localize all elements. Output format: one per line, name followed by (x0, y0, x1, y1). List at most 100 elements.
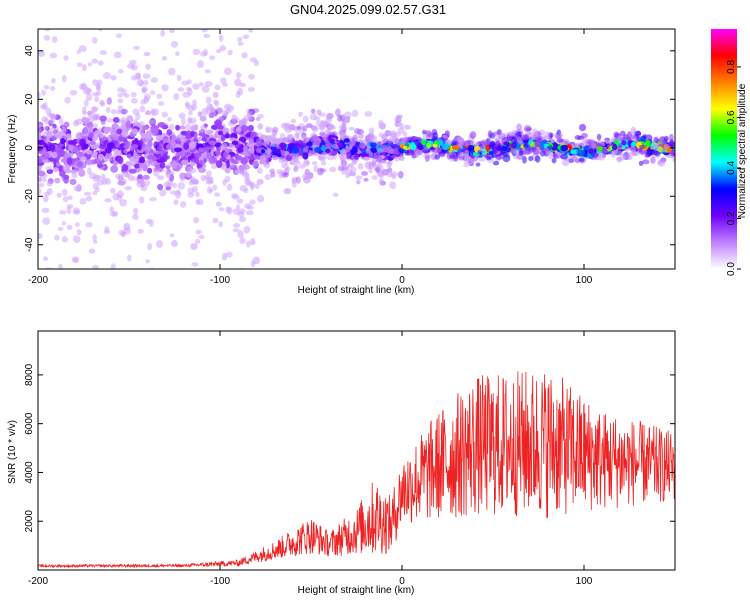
heatmap-cell (368, 161, 374, 170)
heatmap-cell (227, 207, 233, 215)
heatmap-cell (576, 135, 585, 140)
heatmap-cell (210, 124, 218, 130)
heatmap-cell (38, 49, 45, 58)
heatmap-cell (67, 195, 73, 201)
heatmap-cell (231, 140, 239, 146)
heatmap-cell (409, 142, 417, 151)
heatmap-cell (501, 137, 510, 145)
heatmap-cell (528, 155, 534, 162)
heatmap-cell (156, 240, 163, 249)
heatmap-cell (206, 170, 212, 177)
heatmap-cell (170, 140, 177, 148)
heatmap-cell (510, 148, 516, 154)
heatmap-cell (101, 177, 108, 185)
heatmap-cell (58, 149, 65, 157)
heatmap-cell (232, 223, 241, 228)
heatmap-cell (145, 63, 152, 70)
heatmap-cell (218, 221, 224, 228)
heatmap-cell (161, 111, 168, 118)
heatmap-cell (63, 55, 69, 61)
heatmap-cell (325, 142, 333, 149)
heatmap-cell (249, 57, 257, 63)
heatmap-cell (140, 184, 148, 192)
heatmap-cell (141, 87, 147, 94)
heatmap-cell (215, 150, 221, 156)
heatmap-cell (74, 222, 80, 227)
y-tick-label: 40 (24, 45, 35, 57)
heatmap-cell (386, 170, 393, 178)
heatmap-cell (133, 45, 140, 50)
heatmap-cell (243, 187, 249, 194)
heatmap-cell (156, 145, 163, 152)
heatmap-cell (426, 142, 432, 149)
heatmap-cell (237, 169, 243, 174)
heatmap-cell (491, 145, 497, 154)
colorbar-ticks: 0.0 0.2 0.4 0.6 0.8 (726, 60, 741, 276)
heatmap-cell (254, 183, 260, 190)
heatmap-cell (157, 183, 164, 191)
heatmap-cell (187, 88, 193, 96)
heatmap-cell (335, 108, 341, 117)
heatmap-cell (110, 263, 116, 269)
heatmap-cell (248, 29, 254, 33)
heatmap-cell (368, 137, 374, 142)
heatmap-cell (486, 137, 491, 142)
heatmap-cell (359, 141, 366, 149)
heatmap-cell (143, 79, 149, 86)
heatmap-cell (148, 158, 154, 164)
heatmap-cell (76, 62, 83, 67)
heatmap-cell (98, 29, 103, 32)
heatmap-cell (53, 126, 60, 135)
heatmap-cell (354, 127, 361, 135)
heatmap-cell (478, 145, 486, 152)
heatmap-cell (52, 167, 59, 172)
heatmap-cell (339, 148, 347, 157)
heatmap-cell (516, 123, 523, 131)
heatmap-cell (223, 151, 228, 158)
heatmap-cell (119, 198, 128, 207)
heatmap-cell (106, 118, 114, 123)
heatmap-cell (442, 134, 448, 139)
spectrogram-ylabel: Frequency (Hz) (7, 115, 18, 184)
heatmap-cell (58, 117, 64, 125)
heatmap-cell (502, 154, 511, 163)
heatmap-cell (38, 123, 43, 128)
heatmap-cell (131, 214, 139, 220)
heatmap-cell (57, 226, 64, 232)
heatmap-cell (642, 159, 650, 165)
heatmap-cell (61, 235, 68, 243)
heatmap-cell (407, 136, 413, 141)
heatmap-cell (361, 151, 368, 157)
heatmap-cell (467, 144, 475, 151)
heatmap-cell (121, 88, 127, 96)
snr-ylabel: SNR (10 * v/v) (7, 420, 18, 484)
heatmap-cell (167, 116, 172, 122)
figure-title: GN04.2025.099.02.57.G31 (290, 2, 446, 17)
heatmap-cell (316, 109, 322, 116)
heatmap-cell (672, 157, 675, 163)
heatmap-cell (144, 110, 152, 116)
heatmap-cell (79, 197, 87, 205)
heatmap-cell (202, 146, 210, 152)
heatmap-cell (169, 190, 177, 195)
heatmap-cell (71, 172, 78, 179)
heatmap-cell (156, 154, 163, 159)
heatmap-cell (206, 103, 213, 111)
heatmap-cell (310, 108, 316, 114)
heatmap-cell (159, 188, 167, 197)
heatmap-cell (289, 160, 295, 166)
heatmap-cell (165, 186, 172, 191)
heatmap-cell (128, 285, 133, 291)
heatmap-cell (168, 29, 175, 34)
heatmap-cell (143, 180, 151, 187)
heatmap-cell (192, 99, 197, 106)
heatmap-cell (188, 117, 197, 124)
x-tick-label: -200 (28, 275, 48, 286)
heatmap-cell (131, 144, 139, 149)
heatmap-cell (42, 217, 51, 225)
heatmap-cell (69, 89, 78, 96)
heatmap-cell (291, 146, 300, 154)
heatmap-cell (71, 277, 77, 282)
heatmap-cell (103, 129, 109, 135)
heatmap-cell (309, 113, 318, 121)
